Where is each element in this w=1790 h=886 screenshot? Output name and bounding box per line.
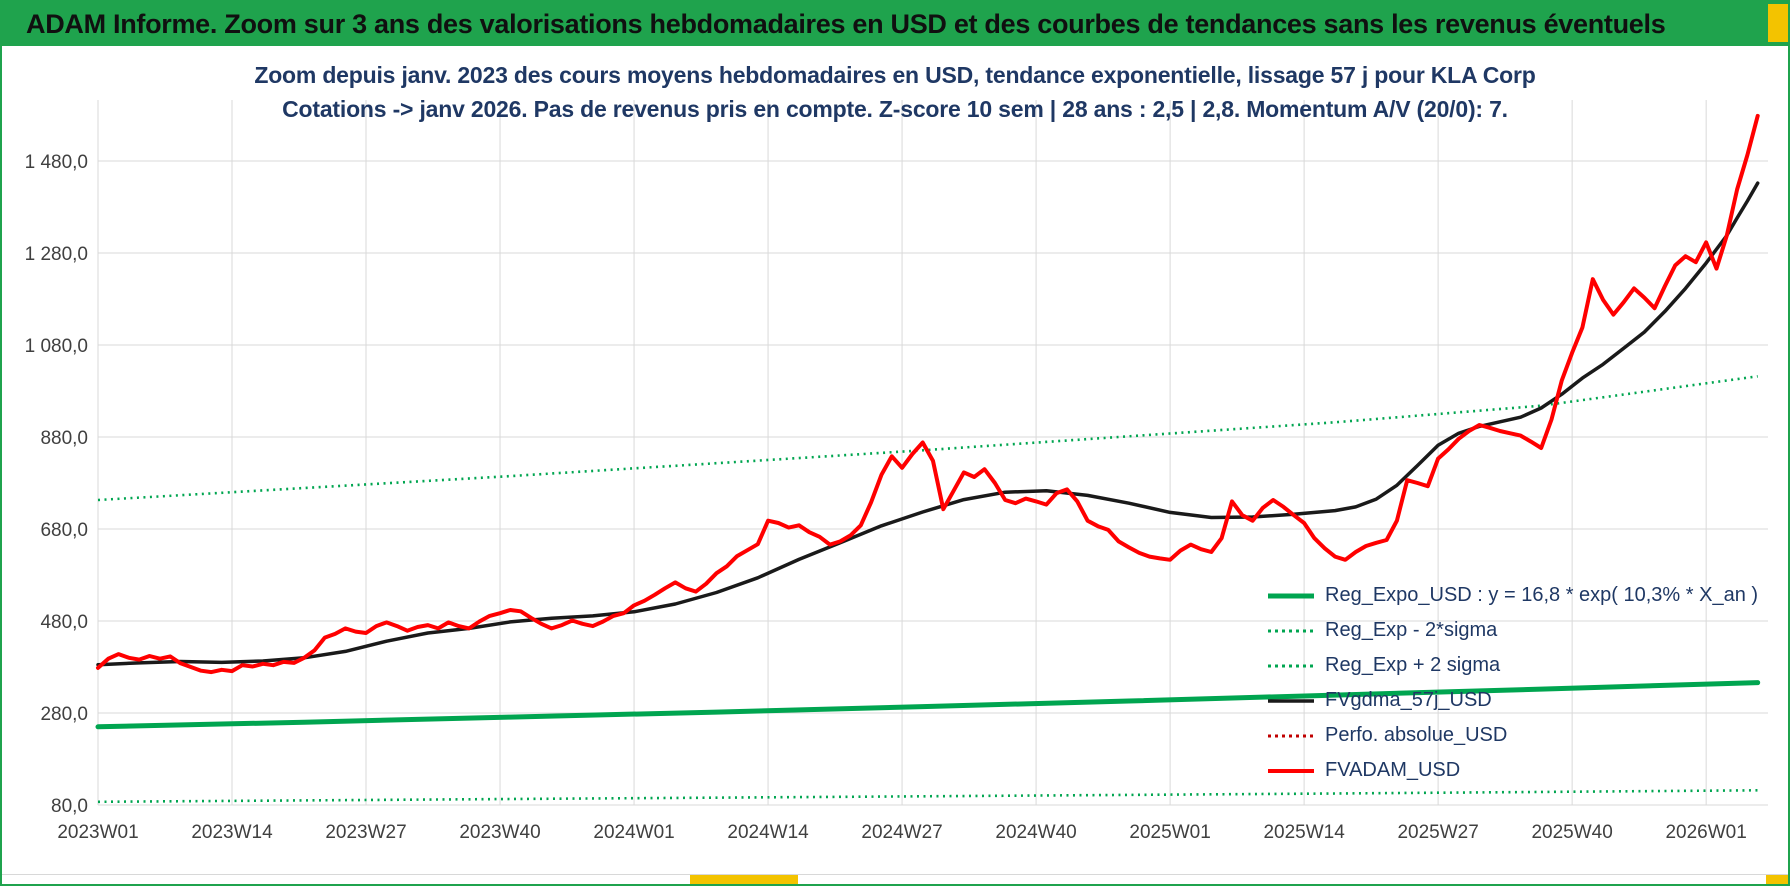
y-axis-tick-label: 280,0 — [40, 704, 88, 725]
y-axis-tick-label: 1 280,0 — [25, 244, 88, 265]
legend-swatch-reg-exp-minus-2sigma — [1268, 629, 1314, 632]
legend-label-perfo-absolue: Perfo. absolue_USD — [1325, 724, 1508, 746]
banner-accent-yellow — [1768, 4, 1788, 42]
x-axis-tick-label: 2025W40 — [1531, 822, 1612, 843]
x-axis-tick-label: 2025W14 — [1263, 822, 1345, 843]
y-axis-tick-label: 1 480,0 — [25, 152, 88, 173]
series-line-reg-expo — [95, 680, 1761, 730]
top-banner: ADAM Informe. Zoom sur 3 ans des valoris… — [2, 2, 1788, 46]
legend-swatch-fvgdma-57j — [1268, 698, 1314, 703]
legend-item-perfo-absolue: Perfo. absolue_USD — [1267, 718, 1758, 753]
x-axis-tick-label: 2023W14 — [191, 822, 273, 843]
chart-title-line1: Zoom depuis janv. 2023 des cours moyens … — [254, 62, 1536, 88]
legend-item-reg-exp-minus-2sigma: Reg_Exp - 2*sigma — [1267, 613, 1758, 648]
y-axis-tick-label: 680,0 — [40, 520, 88, 541]
x-axis-tick-label: 2025W27 — [1397, 822, 1478, 843]
bottom-right-yellow-corner — [1766, 875, 1788, 884]
chart-legend: Reg_Expo_USD : y = 16,8 * exp( 10,3% * X… — [1267, 578, 1758, 788]
legend-label-reg-expo: Reg_Expo_USD : y = 16,8 * exp( 10,3% * X… — [1325, 584, 1759, 606]
legend-item-fvgdma-57j: FVgdma_57j_USD — [1267, 683, 1758, 718]
legend-item-reg-expo: Reg_Expo_USD : y = 16,8 * exp( 10,3% * X… — [1267, 578, 1758, 613]
x-axis-tick-label: 2023W27 — [325, 822, 406, 843]
legend-swatch-reg-expo — [1268, 593, 1314, 598]
y-axis-tick-label: 480,0 — [40, 612, 88, 633]
y-axis-tick-label: 80,0 — [51, 796, 88, 817]
legend-label-reg-exp-plus-2sigma: Reg_Exp + 2 sigma — [1325, 654, 1501, 676]
x-axis-tick-label: 2023W40 — [459, 822, 540, 843]
x-axis-tick-label: 2024W14 — [727, 822, 809, 843]
series-line-reg-exp-minus-2sigma — [97, 789, 1758, 804]
x-axis-tick-label: 2024W40 — [995, 822, 1076, 843]
x-axis-tick-label: 2023W01 — [57, 822, 138, 843]
y-axis-tick-label: 1 080,0 — [25, 336, 88, 357]
banner-title: ADAM Informe. Zoom sur 3 ans des valoris… — [26, 8, 1666, 39]
x-axis-tick-label: 2024W01 — [593, 822, 674, 843]
y-axis-tick-label: 880,0 — [40, 428, 88, 449]
x-axis-tick-label: 2025W01 — [1129, 822, 1210, 843]
legend-swatch-perfo-absolue — [1268, 734, 1314, 737]
legend-swatch-fvadam — [1268, 768, 1314, 773]
bottom-strip — [2, 874, 1788, 884]
legend-item-reg-exp-plus-2sigma: Reg_Exp + 2 sigma — [1267, 648, 1758, 683]
legend-swatch-reg-exp-plus-2sigma — [1268, 664, 1314, 667]
legend-label-reg-exp-minus-2sigma: Reg_Exp - 2*sigma — [1325, 619, 1498, 641]
legend-label-fvadam: FVADAM_USD — [1325, 759, 1461, 781]
x-axis-tick-label: 2024W27 — [861, 822, 942, 843]
chart-title-line2: Cotations -> janv 2026. Pas de revenus p… — [282, 96, 1508, 122]
x-axis-tick-label: 2026W01 — [1665, 822, 1746, 843]
series-line-fvadam — [96, 113, 1760, 675]
legend-label-fvgdma-57j: FVgdma_57j_USD — [1325, 689, 1492, 711]
series-line-reg-exp-plus-2sigma — [97, 375, 1758, 502]
series-line-fvgdma-57j — [96, 181, 1760, 667]
legend-item-fvadam: FVADAM_USD — [1267, 753, 1758, 788]
bottom-strip-yellow-segment — [690, 875, 798, 884]
